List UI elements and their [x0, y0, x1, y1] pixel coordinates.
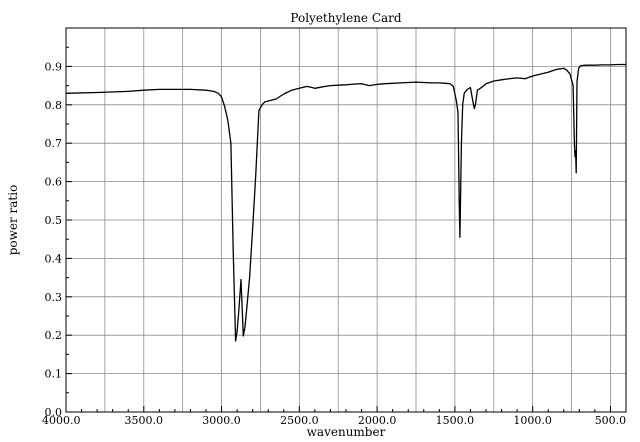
- series-line: [65, 63, 626, 342]
- x-tick-label: 2500.0: [280, 414, 319, 427]
- y-tick-label: 0.0: [45, 406, 63, 419]
- x-tick-label: 3000.0: [202, 414, 241, 427]
- x-tick-label: 500.0: [595, 414, 627, 427]
- y-tick-label: 0.1: [45, 368, 63, 381]
- x-tick-label: 4000.0: [42, 414, 81, 427]
- grid: [66, 28, 626, 412]
- x-tick-label: 3500.0: [125, 414, 164, 427]
- y-tick-label: 0.7: [45, 137, 63, 150]
- y-tick-label: 0.5: [45, 214, 63, 227]
- chart-title: Polyethylene Card: [290, 11, 402, 25]
- plot-frame: [65, 27, 627, 413]
- x-tick-label: 1000.0: [513, 414, 552, 427]
- series-layer: [65, 63, 626, 342]
- y-tick-label: 0.4: [45, 252, 63, 265]
- y-tick-label: 0.6: [45, 176, 63, 189]
- y-tick-label: 0.3: [45, 291, 63, 304]
- x-axis-label: wavenumber: [306, 425, 386, 439]
- x-tick-label: 2000.0: [358, 414, 397, 427]
- y-tick-label: 0.2: [45, 329, 63, 342]
- x-tick-label: 1500.0: [436, 414, 475, 427]
- y-tick-label: 0.8: [45, 99, 63, 112]
- y-tick-label: 0.9: [45, 60, 63, 73]
- tick-labels: 0.0 0.1 0.2 0.3 0.4 0.5 0.6 0.7 0.8 0.9 4000.0 3500…: [42, 60, 626, 427]
